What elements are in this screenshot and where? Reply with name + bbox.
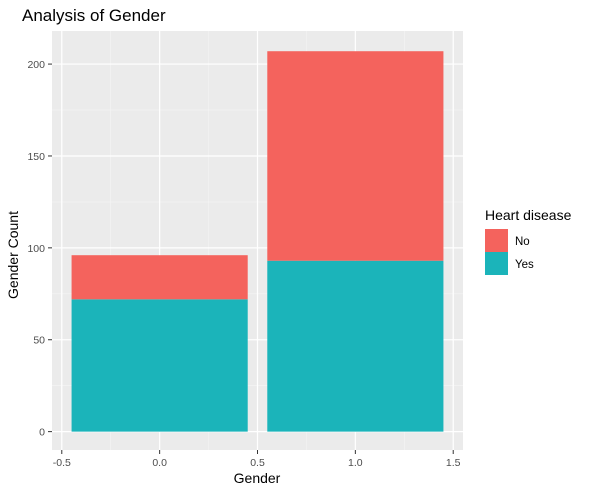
bar-no-1 — [267, 51, 444, 261]
legend: Heart disease No Yes — [485, 207, 572, 275]
y-tick-label: 50 — [33, 335, 45, 347]
bar-yes-1 — [267, 260, 444, 432]
x-tick-label: 1.0 — [348, 457, 363, 469]
y-tick-label: 100 — [27, 243, 45, 255]
y-tick-label: 0 — [39, 427, 45, 439]
legend-swatch-no — [485, 229, 508, 252]
legend-label-yes: Yes — [515, 259, 534, 271]
x-tick-label: 0.5 — [250, 457, 265, 469]
x-axis: -0.5 0.0 0.5 1.0 1.5 — [53, 450, 461, 469]
bars-group — [71, 51, 444, 432]
bar-no-0 — [71, 255, 248, 300]
chart-title: Analysis of Gender — [22, 6, 166, 25]
legend-title: Heart disease — [485, 207, 572, 223]
x-axis-title: Gender — [234, 470, 281, 486]
y-tick-label: 150 — [27, 151, 45, 163]
y-tick-label: 200 — [27, 59, 45, 71]
x-tick-label: 0.0 — [152, 457, 167, 469]
legend-label-no: No — [515, 236, 530, 248]
y-axis-title: Gender Count — [5, 211, 21, 299]
y-axis: 0 50 100 150 200 — [27, 59, 52, 439]
x-tick-label: -0.5 — [53, 457, 71, 469]
legend-swatch-yes — [485, 252, 508, 275]
bar-yes-0 — [71, 299, 248, 432]
x-tick-label: 1.5 — [446, 457, 461, 469]
